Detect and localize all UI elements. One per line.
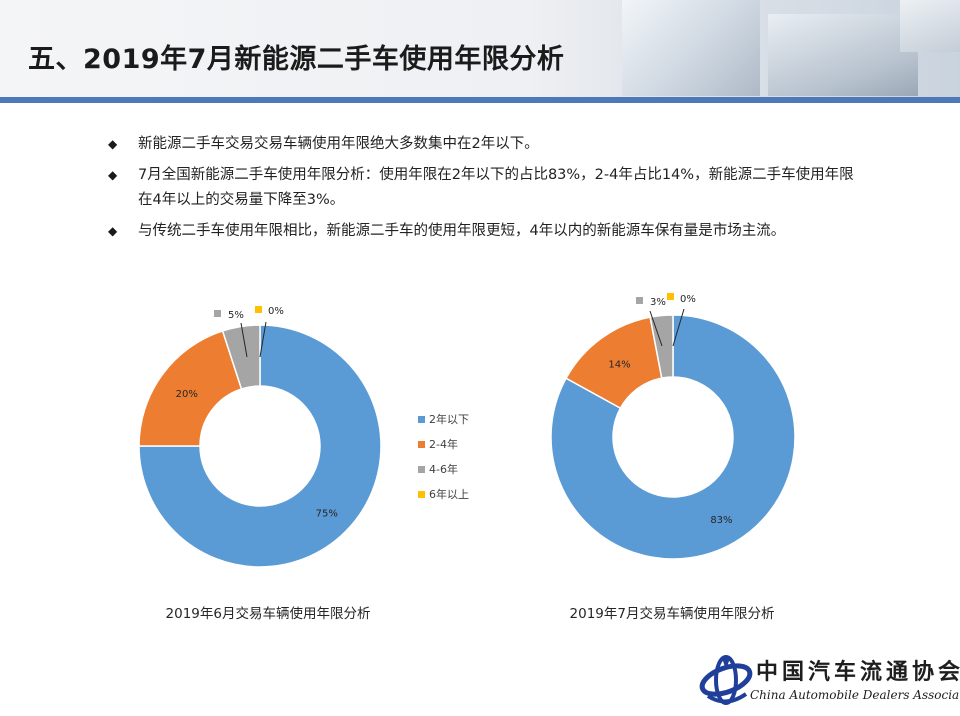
page-title: 五、2019年7月新能源二手车使用年限分析 xyxy=(28,44,565,75)
chart-title: 2019年7月交易车辆使用年限分析 xyxy=(570,605,775,622)
legend-swatch xyxy=(418,416,425,423)
legend-swatch xyxy=(418,441,425,448)
banner-cube xyxy=(768,14,918,96)
legend-label: 2-4年 xyxy=(429,437,458,451)
donut-slice xyxy=(649,314,674,379)
legend-label: 4-6年 xyxy=(429,462,458,476)
diamond-bullet-icon: ◆ xyxy=(108,224,118,238)
leader-line xyxy=(259,321,267,358)
data-label: 5% xyxy=(228,310,244,321)
bullet-item: ◆ 7月全国新能源二手车使用年限分析：使用年限在2年以下的占比83%，2-4年占… xyxy=(108,163,868,213)
cada-logo: 中国汽车流通协会 China Automobile Dealers Associ… xyxy=(696,650,960,712)
data-label: 3% xyxy=(650,297,666,308)
leader-line xyxy=(672,308,685,347)
label-swatch xyxy=(667,293,674,300)
legend-swatch xyxy=(418,466,425,473)
donut-chart: 83% 14% 3% 0% 2019年7月交易车辆使用年限分析 xyxy=(550,293,796,622)
label-swatch xyxy=(214,310,221,317)
leader-line xyxy=(240,322,248,358)
donut-chart: 75% 20% 5% 0% 2019年6月交易车辆使用年限分析 xyxy=(138,306,382,622)
bullet-text: 与传统二手车使用年限相比，新能源二手车的使用年限更短，4年以内的新能源车保有量是… xyxy=(138,223,786,239)
cada-emblem-icon xyxy=(699,655,753,705)
banner-cube xyxy=(900,0,960,52)
bullet-text: 新能源二手车交易交易车辆使用年限绝大多数集中在2年以下。 xyxy=(138,136,539,152)
label-swatch xyxy=(636,297,643,304)
bullet-item: ◆ 与传统二手车使用年限相比，新能源二手车的使用年限更短，4年以内的新能源车保有… xyxy=(108,219,868,244)
legend-label: 6年以上 xyxy=(429,487,469,501)
diamond-bullet-icon: ◆ xyxy=(108,168,118,182)
bullet-item: ◆ 新能源二手车交易交易车辆使用年限绝大多数集中在2年以下。 xyxy=(108,132,868,157)
data-label: 20% xyxy=(176,389,198,400)
donut-slice xyxy=(550,314,796,560)
legend-swatch xyxy=(418,491,425,498)
donut-slice xyxy=(138,324,382,568)
data-label: 0% xyxy=(680,294,696,305)
header-rule xyxy=(0,97,960,103)
header-banner: 五、2019年7月新能源二手车使用年限分析 xyxy=(0,0,960,97)
logo-chinese-name: 中国汽车流通协会 xyxy=(756,659,960,685)
legend-label: 2年以下 xyxy=(429,412,469,426)
logo-english-name: China Automobile Dealers Association xyxy=(750,688,960,702)
diamond-bullet-icon: ◆ xyxy=(108,137,118,151)
leader-line xyxy=(649,310,663,347)
label-swatch xyxy=(255,306,262,313)
data-label: 14% xyxy=(608,359,630,370)
chart-title: 2019年6月交易车辆使用年限分析 xyxy=(166,605,371,622)
data-label: 83% xyxy=(710,515,732,526)
bullet-list: ◆ 新能源二手车交易交易车辆使用年限绝大多数集中在2年以下。 ◆ 7月全国新能源… xyxy=(108,132,868,250)
bullet-text: 7月全国新能源二手车使用年限分析：使用年限在2年以下的占比83%，2-4年占比1… xyxy=(138,167,854,208)
data-label: 0% xyxy=(268,306,284,317)
donut-slice xyxy=(138,329,243,447)
banner-cube xyxy=(622,0,760,96)
chart-legend: 2年以下 2-4年 4-6年 6年以上 xyxy=(418,412,469,501)
data-label: 75% xyxy=(316,509,338,520)
